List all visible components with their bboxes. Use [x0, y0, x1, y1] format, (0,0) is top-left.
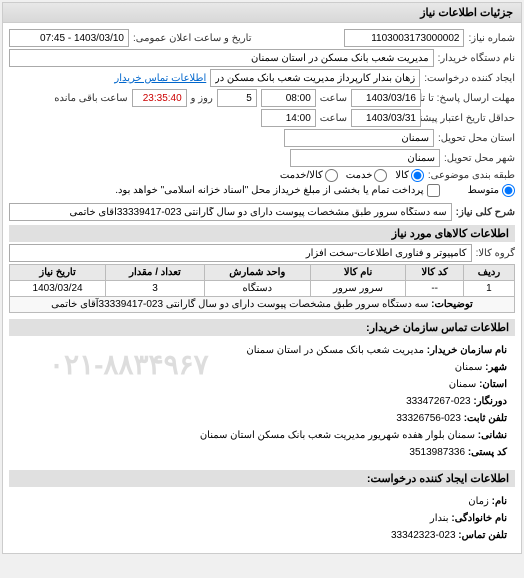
check-payment[interactable]: پرداخت تمام یا بخشی از مبلغ خریداز محل "…	[115, 184, 439, 197]
cell-no: 1	[463, 281, 514, 297]
radio-kala[interactable]: کالا	[395, 169, 424, 182]
k-post: کد پستی:	[468, 447, 507, 458]
label-general-desc: شرح کلی نیاز:	[456, 207, 515, 218]
v-rtel: 023-33342323	[391, 530, 456, 541]
radio-kala-khadamat[interactable]: کالا/خدمت	[280, 169, 338, 182]
k-tel: تلفن ثابت:	[464, 413, 507, 424]
v-post: 3513987336	[409, 447, 465, 458]
label-request-creator: ایجاد کننده درخواست:	[424, 73, 515, 84]
k-rtel: تلفن تماس:	[458, 530, 507, 541]
label-roz: روز و	[191, 93, 213, 104]
col-item-name: نام کالا	[310, 265, 406, 281]
label-item-group: گروه کالا:	[476, 248, 515, 259]
details-panel: جزئیات اطلاعات نیاز شماره نیاز: تاریخ و …	[2, 2, 522, 554]
field-general-desc[interactable]	[9, 203, 452, 221]
label-niaz-no: شماره نیاز:	[468, 33, 515, 44]
cell-code: --	[406, 281, 463, 297]
k-province: استان:	[479, 379, 507, 390]
cell-name: سرور سرور	[310, 281, 406, 297]
field-buyer-org[interactable]	[9, 49, 434, 67]
cell-date: 1403/03/24	[10, 281, 106, 297]
field-request-creator[interactable]	[210, 69, 420, 87]
label-delivery-date: حداقل تاریخ اعتبار پیشنه: تا تاریخ:	[425, 113, 515, 124]
k-nesani: نشانی:	[478, 430, 507, 441]
col-qty: تعداد / مقدار	[106, 265, 205, 281]
v-name: زمان	[468, 496, 489, 507]
v-org: مدیریت شعب بانک مسکن در استان سمنان	[246, 345, 424, 356]
v-dorenegar: 023-33347267	[406, 396, 471, 407]
requester-block: نام: زمان نام خانوادگی: بندار تلفن تماس:…	[9, 489, 515, 549]
field-reply-date[interactable]	[351, 89, 421, 107]
col-need-date: تاریخ نیاز	[10, 265, 106, 281]
items-header: اطلاعات کالاهای مورد نیاز	[9, 225, 515, 242]
v-province: سمنان	[449, 379, 477, 390]
k-dorenegar: دورنگار:	[473, 396, 507, 407]
field-niaz-no[interactable]	[344, 29, 464, 47]
field-province[interactable]	[284, 129, 434, 147]
label-remain: ساعت باقی مانده	[54, 93, 127, 104]
grid-header-row: ردیف کد کالا نام کالا واحد شمارش تعداد /…	[10, 265, 515, 281]
v-family: بندار	[430, 513, 449, 524]
cell-unit: دستگاه	[204, 281, 310, 297]
label-saat-2: ساعت	[320, 113, 347, 124]
items-grid: ردیف کد کالا نام کالا واحد شمارش تعداد /…	[9, 264, 515, 313]
form-area: شماره نیاز: تاریخ و ساعت اعلان عمومی: نا…	[3, 23, 521, 553]
field-city[interactable]	[290, 149, 440, 167]
panel-title: جزئیات اطلاعات نیاز	[3, 3, 521, 23]
field-item-group[interactable]	[9, 244, 472, 262]
radio-medium[interactable]: متوسط	[468, 184, 515, 197]
label-public-date: تاریخ و ساعت اعلان عمومی:	[133, 33, 252, 44]
desc-text: سه دستگاه سرور طبق مشخصات پیوست دارای دو…	[51, 299, 428, 310]
field-remain-days[interactable]	[217, 89, 257, 107]
grid-desc-row: توضیحات: سه دستگاه سرور طبق مشخصات پیوست…	[10, 297, 515, 313]
k-city: شهر:	[485, 362, 507, 373]
radio-khadamat[interactable]: خدمت	[346, 169, 388, 182]
label-province: استان محل تحویل:	[438, 133, 515, 144]
desc-label: توضیحات:	[431, 299, 473, 310]
contact-block: ۰۲۱-۸۸۳۴۹۶۷ نام سازمان خریدار: مدیریت شع…	[9, 338, 515, 466]
label-saat-1: ساعت	[320, 93, 347, 104]
col-item-code: کد کالا	[406, 265, 463, 281]
label-city: شهر محل تحویل:	[444, 153, 515, 164]
label-buyer-org: نام دستگاه خریدار:	[438, 53, 515, 64]
link-buyer-contact[interactable]: اطلاعات تماس خریدار	[114, 73, 206, 84]
v-city: سمنان	[455, 362, 483, 373]
field-reply-time[interactable]	[261, 89, 316, 107]
cell-qty: 3	[106, 281, 205, 297]
req-contact-header: اطلاعات ایجاد کننده درخواست:	[9, 470, 515, 487]
field-delivery-date[interactable]	[351, 109, 421, 127]
k-family: نام خانوادگی:	[451, 513, 507, 524]
type-radio-group: کالا خدمت کالا/خدمت	[280, 169, 424, 182]
field-delivery-time[interactable]	[261, 109, 316, 127]
field-public-date[interactable]	[9, 29, 129, 47]
field-remain-time[interactable]	[132, 89, 187, 107]
v-nesani: سمنان بلوار هفده شهریور مدیریت شعب بانک …	[200, 430, 475, 441]
k-org: نام سازمان خریدار:	[427, 345, 507, 356]
grid-row[interactable]: 1 -- سرور سرور دستگاه 3 1403/03/24	[10, 281, 515, 297]
col-unit: واحد شمارش	[204, 265, 310, 281]
contact-header: اطلاعات تماس سازمان خریدار:	[9, 319, 515, 336]
label-reply-deadline: مهلت ارسال پاسخ: تا تاریخ:	[425, 93, 515, 104]
label-budget-row: طبقه بندی موضوعی:	[428, 170, 515, 181]
v-tel: 023-33326756	[396, 413, 461, 424]
k-name: نام:	[492, 496, 507, 507]
col-row-no: ردیف	[463, 265, 514, 281]
